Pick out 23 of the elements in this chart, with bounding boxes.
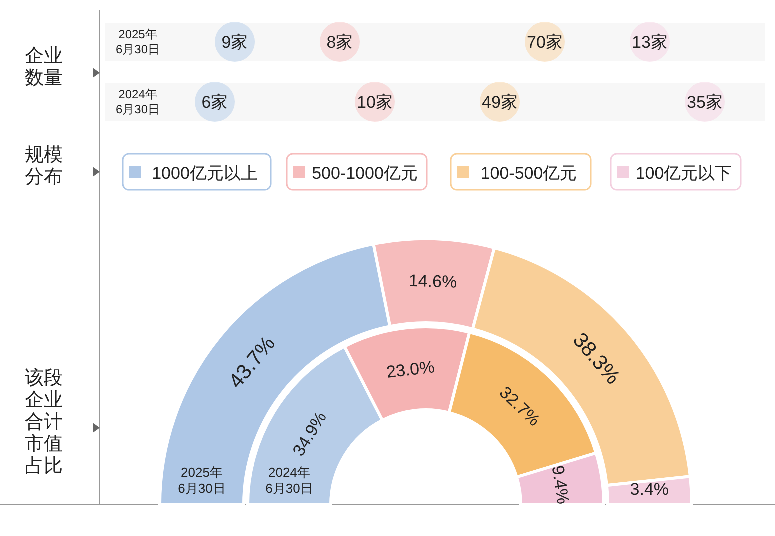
- text: 该段企业合计市值占比: [25, 367, 63, 477]
- text: 8家: [326, 33, 354, 52]
- text: 企业数量: [25, 46, 63, 89]
- data-label: 3.4%: [630, 480, 670, 500]
- text: 70家: [527, 33, 563, 52]
- legend-title: 规模分布: [25, 145, 63, 188]
- text: 2025年 6月30日: [116, 28, 160, 56]
- data-label: 9.4%: [548, 464, 573, 506]
- text: 10家: [357, 93, 393, 112]
- data-label: 14.6%: [408, 271, 458, 292]
- text: 2024年 6月30日: [116, 88, 160, 116]
- text: 9家: [222, 33, 248, 52]
- legend-label: 100亿元以下: [636, 164, 732, 183]
- text: 35家: [687, 93, 723, 112]
- legend-label: 100-500亿元: [480, 164, 578, 183]
- text: 13家: [632, 33, 668, 52]
- text: 49家: [482, 93, 518, 112]
- slice-label: 2024年 6月30日: [266, 465, 314, 496]
- data-label: 23.0%: [386, 358, 436, 382]
- legend-label: 1000亿元以上: [152, 164, 258, 183]
- text: 6家: [202, 93, 228, 112]
- legend-label: 500-1000亿元: [312, 164, 418, 183]
- slice-label: 2025年 6月30日: [178, 465, 226, 496]
